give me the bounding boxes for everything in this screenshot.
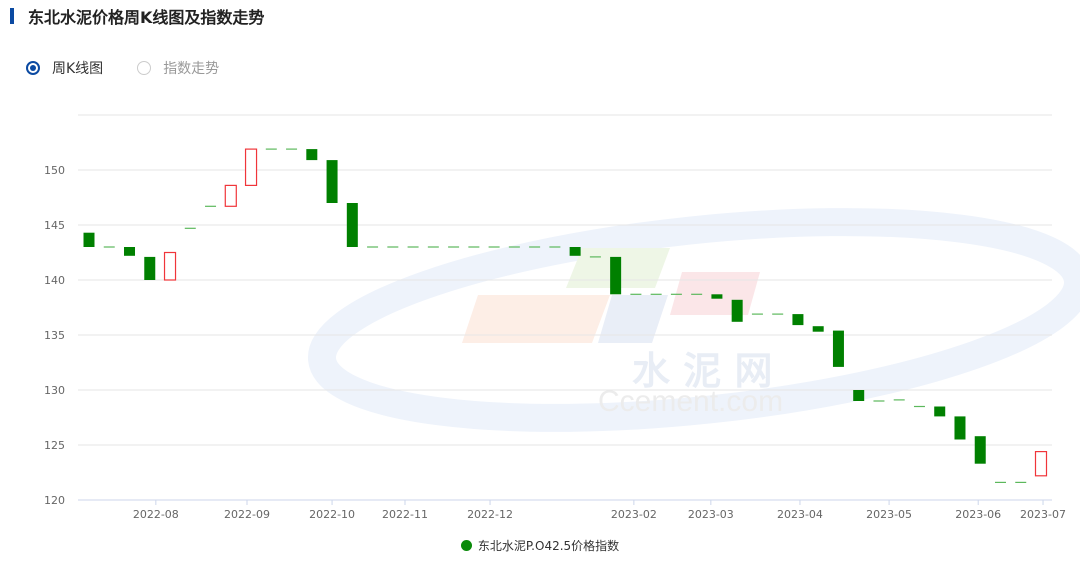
- candle-down: [792, 314, 804, 326]
- candle-down: [711, 294, 723, 299]
- candle-down: [610, 256, 622, 295]
- y-tick-label: 125: [44, 439, 65, 452]
- radio-label: 指数走势: [163, 61, 220, 77]
- y-tick-label: 140: [44, 274, 65, 287]
- x-tick-label: 2022-10: [309, 508, 355, 521]
- view-toggle: 周K线图 指数走势: [26, 58, 253, 78]
- candle-down: [731, 299, 743, 322]
- y-tick-label: 150: [44, 164, 65, 177]
- legend-dot-icon: [460, 540, 472, 551]
- candle-down: [934, 406, 946, 417]
- x-tick-label: 2023-07: [1020, 508, 1066, 521]
- title-accent-bar: [10, 8, 14, 24]
- y-tick-label: 145: [44, 219, 65, 232]
- x-tick-label: 2022-08: [133, 508, 179, 521]
- x-tick-label: 2023-04: [777, 508, 823, 521]
- radio-selected-icon[interactable]: [26, 61, 40, 75]
- candle-down: [306, 149, 318, 161]
- x-tick-label: 2023-02: [611, 508, 657, 521]
- radio-unselected-icon[interactable]: [137, 61, 152, 75]
- candle-up: [163, 251, 177, 281]
- candle-down: [812, 326, 824, 332]
- y-tick-label: 130: [44, 384, 65, 397]
- chart-header: 东北水泥价格周K线图及指数走势: [10, 6, 265, 27]
- candle-up: [224, 184, 237, 207]
- x-tick-label: 2023-06: [955, 508, 1001, 521]
- x-tick-label: 2022-09: [224, 508, 270, 521]
- radio-label: 周K线图: [52, 61, 104, 77]
- candle-down: [326, 160, 338, 203]
- candle-down: [853, 390, 865, 401]
- watermark: 水 泥 网 Ccement.com: [307, 208, 1080, 432]
- y-tick-label: 120: [44, 494, 65, 507]
- legend-label: 东北水泥P.O42.5价格指数: [477, 539, 620, 553]
- candle-down: [832, 330, 844, 367]
- candle-down: [83, 232, 95, 247]
- candle-down: [124, 247, 136, 256]
- candle-up: [1034, 451, 1048, 477]
- page-title: 东北水泥价格周K线图及指数走势: [28, 8, 265, 27]
- y-tick-label: 135: [44, 329, 65, 342]
- candle-down: [569, 247, 581, 256]
- legend: 东北水泥P.O42.5价格指数: [0, 537, 1080, 554]
- candle-up: [244, 148, 258, 187]
- x-tick-label: 2023-03: [688, 508, 734, 521]
- candle-down: [346, 203, 358, 247]
- x-tick-label: 2022-11: [382, 508, 428, 521]
- radio-index-trend[interactable]: 指数走势: [137, 58, 219, 78]
- radio-weekly-kline[interactable]: 周K线图: [26, 58, 103, 78]
- x-tick-label: 2022-12: [467, 508, 513, 521]
- candle-down: [144, 256, 156, 280]
- watermark-cn: 水 泥 网: [632, 348, 772, 393]
- candle-down: [954, 416, 966, 440]
- x-tick-label: 2023-05: [866, 508, 912, 521]
- candle-down: [974, 436, 986, 464]
